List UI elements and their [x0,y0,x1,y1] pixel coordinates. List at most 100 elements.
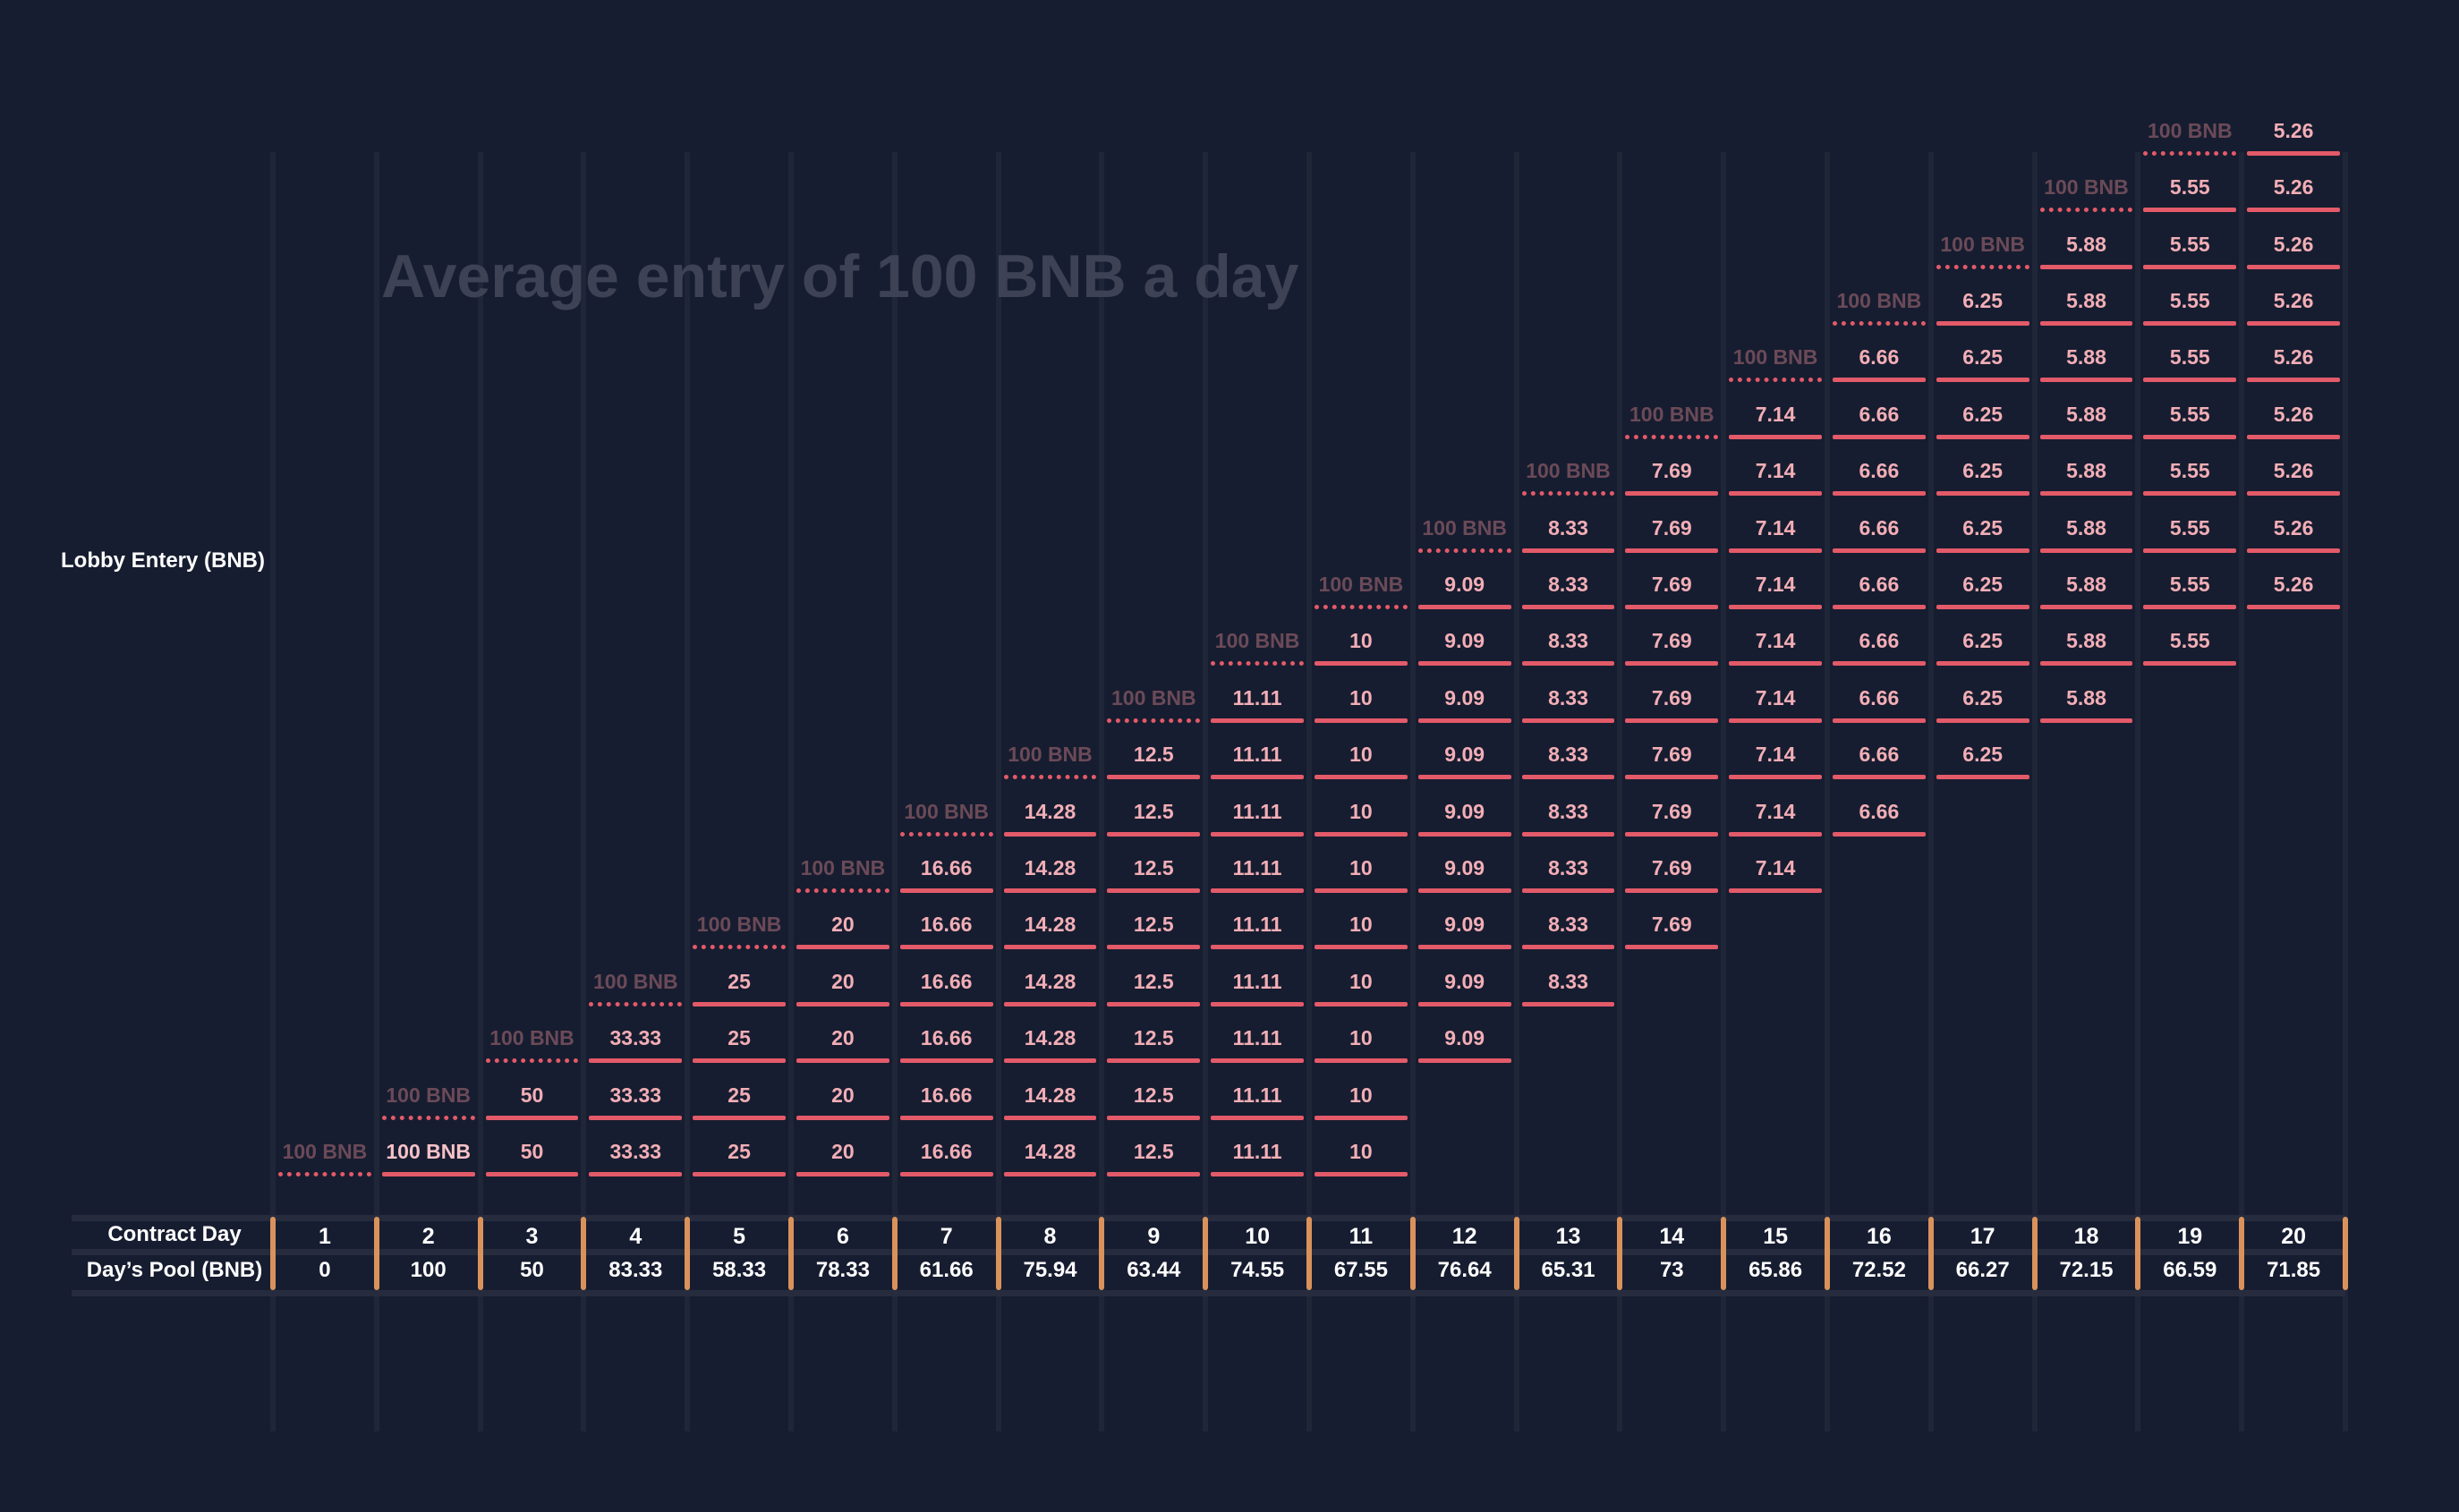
share-segment [2039,491,2133,497]
share-value: 9.09 [1444,969,1485,993]
day-tick [2031,1217,2038,1290]
grid-line [1927,152,1934,1431]
days-pool-value: 74.55 [1230,1258,1285,1282]
share-value: 5.26 [2273,459,2314,483]
share-segment [1211,888,1304,893]
share-value: 7.14 [1755,629,1796,653]
share-value: 12.5 [1133,1083,1174,1107]
share-value: 9.09 [1444,573,1485,596]
share-segment [1521,718,1615,723]
share-segment [1936,378,2029,383]
share-value: 11.11 [1232,1026,1282,1050]
share-value: 12.5 [1133,913,1174,937]
share-segment [2039,661,2133,667]
days-pool-value: 61.66 [919,1258,974,1282]
days-pool-value: 78.33 [815,1258,870,1282]
share-value: 16.66 [920,969,973,993]
share-segment [2039,321,2133,326]
grid-line [788,152,794,1431]
share-segment [1211,945,1304,950]
y-axis-label: Lobby Entery (BNB) [61,548,265,573]
contract-day-number: 9 [1147,1224,1161,1249]
share-value: 10 [1349,685,1373,709]
contract-day-label: Contract Day [107,1222,242,1246]
share-value: 7.69 [1651,515,1692,539]
share-value: 12.5 [1133,1026,1174,1050]
days-pool-value: 63.44 [1127,1258,1181,1282]
share-value: 14.28 [1024,1140,1076,1163]
days-pool-value: 65.86 [1749,1258,1803,1282]
share-value: 16.66 [920,1026,973,1050]
share-value: 5.26 [2273,289,2314,312]
share-segment [1315,718,1408,723]
share-value: 10 [1349,743,1373,767]
share-value: 5.26 [2273,515,2314,539]
share-segment [1315,775,1408,780]
day-tick [373,1217,379,1290]
entry-segment [1211,661,1304,667]
share-segment [2143,264,2237,269]
share-segment [1211,1001,1304,1007]
share-segment [1417,1001,1511,1007]
share-value: 20 [831,1140,855,1163]
share-value: 5.88 [2066,629,2106,653]
days-pool-value: 76.64 [1437,1258,1492,1282]
day-tick [788,1217,794,1290]
share-segment [1315,1058,1408,1064]
share-value: 8.33 [1548,743,1588,767]
share-segment [1936,605,2029,609]
share-segment [1936,548,2029,553]
share-segment [796,1115,889,1120]
share-segment [1107,888,1201,893]
share-value: 9.09 [1444,629,1485,653]
share-segment [1729,831,1822,837]
share-segment [1936,491,2029,497]
days-pool-value: 66.27 [1955,1258,2010,1282]
share-value: 7.69 [1651,856,1692,879]
share-segment [485,1172,579,1176]
share-value: 5.55 [2169,232,2210,256]
contract-day-number: 10 [1245,1224,1270,1249]
share-segment [1003,1058,1097,1064]
share-segment [796,1001,889,1007]
grid-line [1099,152,1105,1431]
share-segment [1417,1058,1511,1064]
share-segment [1833,378,1926,383]
share-value: 33.33 [609,1026,662,1050]
share-segment [1521,661,1615,667]
grid-line [1721,152,1727,1431]
share-segment [1003,831,1097,837]
share-value: 14.28 [1024,1083,1076,1107]
share-segment [1521,945,1615,950]
days-pool-value: 67.55 [1333,1258,1388,1282]
entry-label: 100 BNB [904,799,989,823]
grid-line [1825,152,1830,1431]
share-value: 6.25 [1962,629,2004,653]
entry-label: 100 BNB [2044,175,2129,200]
share-segment [693,1172,786,1176]
share-segment [1729,434,1822,439]
share-value: 5.55 [2169,345,2210,370]
share-segment [2143,208,2237,213]
share-segment [1107,1058,1201,1064]
days-pool-value: 73 [1659,1258,1684,1282]
share-value: 16.66 [920,856,973,879]
share-segment [2247,491,2340,497]
share-value: 7.69 [1651,685,1692,709]
share-segment [1625,605,1719,609]
grid-line [477,152,483,1431]
entry-label: 100 BNB [2147,118,2233,142]
contract-day-number: 20 [2281,1224,2306,1249]
share-segment [1936,321,2029,326]
share-value: 25 [727,969,751,993]
share-segment [1211,775,1304,780]
day-tick [995,1217,1001,1290]
share-segment [2143,378,2237,383]
share-value: 20 [831,1026,855,1050]
share-segment [1625,888,1719,893]
share-value: 6.25 [1962,459,2004,483]
share-value: 9.09 [1444,743,1485,767]
share-segment [2039,718,2133,723]
share-segment [1417,661,1511,667]
